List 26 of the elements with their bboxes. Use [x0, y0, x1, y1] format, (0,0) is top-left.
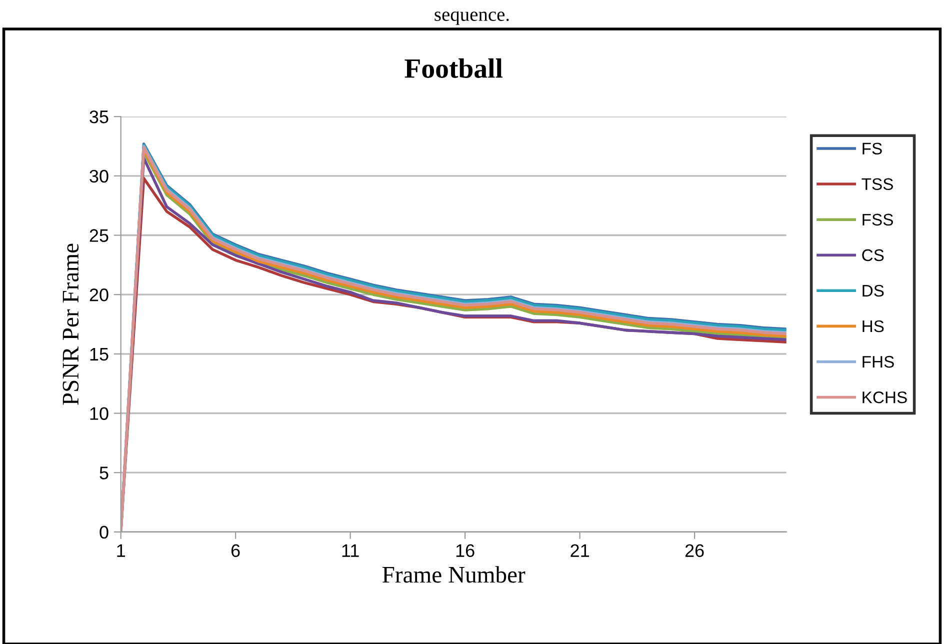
- y-tick-label: 35: [90, 110, 108, 124]
- text: sequence.: [434, 11, 509, 25]
- chart-title: Football: [404, 58, 503, 78]
- y-tick-label: 10: [90, 407, 108, 420]
- y-tick-label: 30: [90, 170, 108, 183]
- legend-label: HS: [862, 320, 884, 332]
- y-tick-label: 5: [100, 466, 108, 480]
- legend-label: TSS: [862, 178, 893, 190]
- x-tick-label: 26: [685, 544, 704, 558]
- legend-label: FHS: [862, 356, 894, 368]
- legend-label: FS: [862, 142, 882, 155]
- y-tick-label: 25: [90, 229, 108, 242]
- x-tick-label: 11: [342, 544, 359, 557]
- y-axis-title: PSNR Per Frame: [62, 244, 79, 405]
- y-tick-label: 20: [90, 288, 108, 302]
- legend-label: DS: [862, 284, 884, 297]
- legend-label: KCHS: [862, 391, 907, 404]
- legend-label: FSS: [862, 214, 893, 226]
- y-tick-label: 0: [100, 526, 108, 539]
- y-tick-label: 15: [90, 348, 108, 361]
- legend-label: CS: [862, 249, 884, 262]
- x-tick-label: 21: [570, 544, 589, 557]
- x-tick-label: 6: [231, 544, 240, 558]
- x-tick-label: 1: [117, 544, 125, 557]
- x-axis-title: Frame Number: [382, 566, 526, 583]
- x-tick-label: 16: [456, 544, 474, 558]
